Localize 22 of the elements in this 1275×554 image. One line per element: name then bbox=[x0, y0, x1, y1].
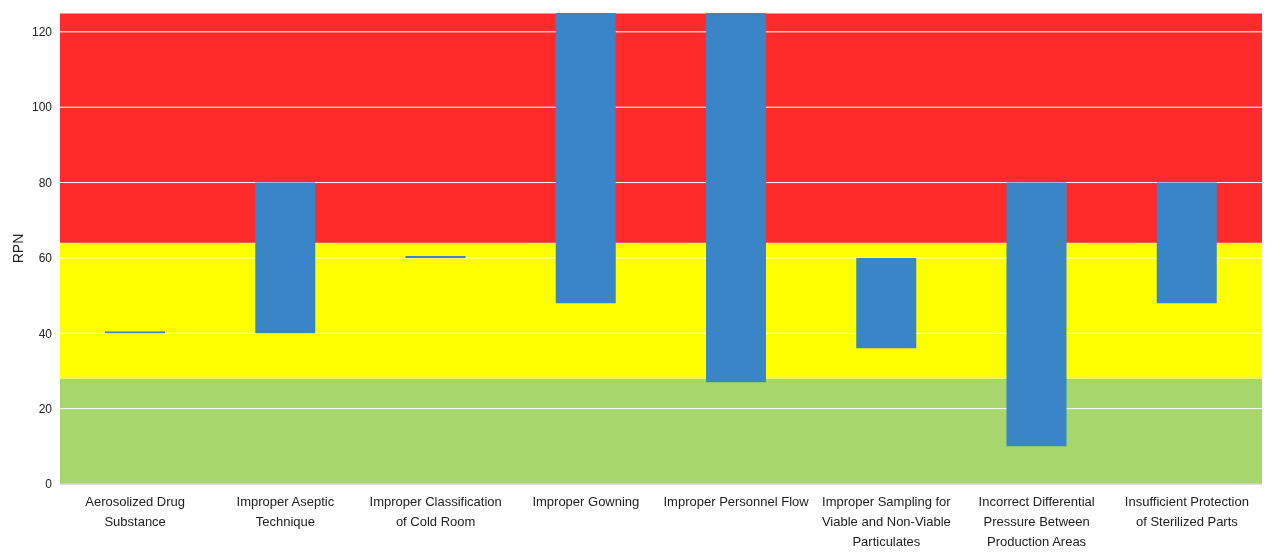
x-tick-label: Improper Personnel Flow bbox=[663, 494, 810, 509]
bar bbox=[1156, 182, 1217, 304]
bar bbox=[255, 182, 316, 334]
x-tick-label: Improper Gowning bbox=[532, 494, 640, 509]
x-tick-label: Insufficient Protection of Sterilized Parts bbox=[1124, 494, 1249, 529]
y-tick-label: 100 bbox=[31, 100, 53, 115]
y-tick-label: 20 bbox=[38, 401, 53, 416]
y-tick-label: 120 bbox=[31, 25, 53, 40]
y-tick-label: 80 bbox=[38, 175, 53, 190]
bar bbox=[1006, 182, 1067, 447]
x-tick-label: Incorrect Differential Pressure Between Production Areas bbox=[978, 494, 1095, 549]
x-tick-label: Improper Aseptic Technique bbox=[236, 494, 335, 529]
bar bbox=[856, 257, 917, 349]
y-axis-title: RPN bbox=[9, 233, 26, 264]
y-tick-label: 0 bbox=[45, 477, 53, 492]
y-tick-label: 60 bbox=[38, 251, 53, 266]
x-tick-label: Improper Classification of Cold Room bbox=[369, 494, 502, 529]
bar bbox=[555, 13, 616, 304]
x-tick-label: Aerosolized Drug Substance bbox=[85, 494, 185, 529]
y-tick-label: 40 bbox=[38, 326, 53, 341]
bar bbox=[706, 13, 766, 383]
x-tick-label: Improper Sampling for Viable and Non-Viable Particulates bbox=[821, 494, 952, 549]
